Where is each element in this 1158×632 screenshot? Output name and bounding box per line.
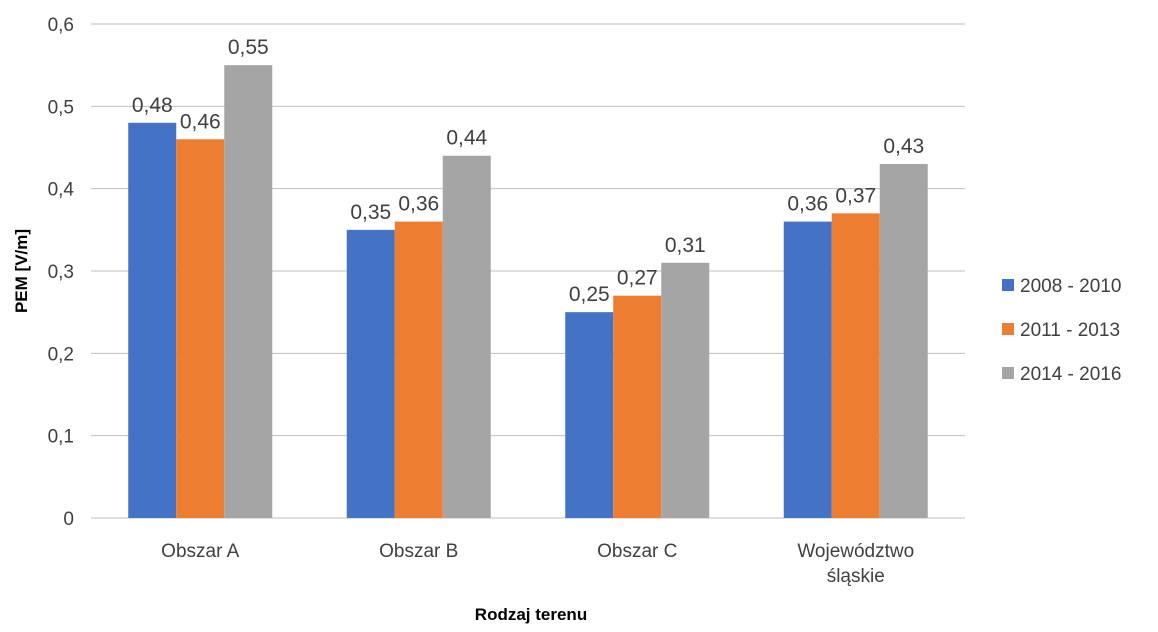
y-axis-ticks: 0 0,1 0,2 0,3 0,4 0,5 0,6 bbox=[48, 15, 75, 530]
data-label: 0,35 bbox=[350, 201, 391, 224]
bar bbox=[394, 221, 443, 518]
bar bbox=[831, 213, 880, 518]
bar bbox=[346, 229, 395, 519]
data-label: 0,48 bbox=[132, 94, 173, 117]
bar bbox=[565, 312, 614, 518]
legend-label: 2014 - 2016 bbox=[1020, 364, 1121, 385]
y-tick-label: 0,6 bbox=[48, 15, 74, 36]
legend-swatch bbox=[1002, 367, 1014, 379]
y-axis-title: PEM [V/m] bbox=[12, 229, 31, 313]
x-tick-label: Województwo bbox=[797, 541, 914, 562]
y-tick-label: 0,3 bbox=[48, 262, 74, 283]
data-label: 0,37 bbox=[835, 184, 876, 207]
data-label: 0,31 bbox=[665, 234, 706, 257]
y-tick-label: 0,4 bbox=[48, 180, 75, 201]
legend-label: 2011 - 2013 bbox=[1020, 320, 1120, 341]
legend: 2008 - 2010 2011 - 2013 2014 - 2016 bbox=[1002, 276, 1121, 385]
bar bbox=[613, 295, 662, 518]
y-tick-label: 0,1 bbox=[48, 427, 74, 448]
bar bbox=[879, 163, 928, 518]
legend-swatch bbox=[1002, 279, 1014, 291]
bar bbox=[661, 262, 710, 518]
data-label: 0,36 bbox=[398, 193, 439, 216]
bar bbox=[176, 139, 225, 518]
x-tick-label: Obszar B bbox=[379, 541, 458, 562]
bar bbox=[783, 221, 832, 518]
x-axis-ticks: Obszar A Obszar B Obszar C Województwo śląsk… bbox=[161, 541, 914, 587]
data-label: 0,55 bbox=[228, 36, 269, 59]
y-tick-label: 0,5 bbox=[48, 97, 74, 118]
x-tick-label: Obszar C bbox=[597, 541, 677, 562]
x-tick-label: śląskie bbox=[827, 566, 885, 587]
bars bbox=[128, 65, 928, 519]
bar bbox=[128, 122, 177, 519]
bar bbox=[442, 155, 491, 518]
bar bbox=[224, 65, 273, 519]
data-label: 0,25 bbox=[569, 283, 610, 306]
data-labels: 0,48 0,46 0,55 0,35 0,36 0,44 0,25 0,27 0,31 0,36… bbox=[132, 36, 924, 306]
legend-label: 2008 - 2010 bbox=[1020, 276, 1121, 297]
data-label: 0,46 bbox=[180, 110, 221, 133]
y-tick-label: 0,2 bbox=[48, 344, 74, 365]
data-label: 0,27 bbox=[617, 267, 658, 290]
x-tick-label: Obszar A bbox=[161, 541, 239, 562]
data-label: 0,44 bbox=[446, 127, 487, 150]
y-tick-label: 0 bbox=[63, 509, 74, 530]
x-axis-title: Rodzaj terenu bbox=[475, 605, 587, 624]
data-label: 0,43 bbox=[883, 135, 924, 158]
legend-swatch bbox=[1002, 323, 1014, 335]
data-label: 0,36 bbox=[787, 193, 828, 216]
